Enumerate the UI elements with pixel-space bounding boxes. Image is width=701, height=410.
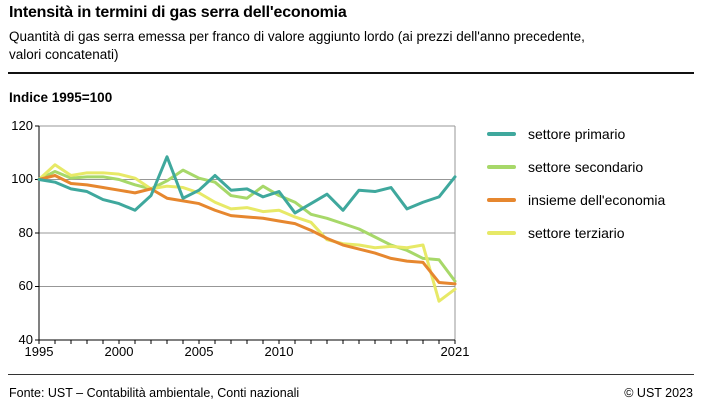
y-axis-label: 80 (18, 225, 33, 240)
footer-copyright: © UST 2023 (624, 386, 693, 400)
series-line-settore-secondario (37, 168, 457, 283)
legend-item-secondario: settore secondario (487, 150, 665, 183)
legend-color-swatch (487, 230, 516, 235)
page-title: Intensità in termini di gas serra dell'e… (9, 4, 347, 21)
x-axis-label: 2021 (440, 344, 470, 359)
footer-source: Fonte: UST – Contabilità ambientale, Con… (9, 386, 300, 400)
series-line-settore-primario (37, 155, 457, 215)
series-line-settore-terziario (37, 163, 457, 303)
x-axis-label: 2010 (264, 344, 294, 359)
legend-item-primario: settore primario (487, 117, 665, 150)
y-axis-label: 100 (11, 171, 33, 186)
bottom-divider (8, 374, 694, 375)
legend-color-swatch (487, 131, 516, 136)
page-subtitle: Quantità di gas serra emessa per franco … (9, 29, 585, 63)
chart-legend: settore primario settore secondario insi… (487, 117, 665, 249)
legend-label: settore secondario (528, 158, 644, 175)
axis-unit-label: Indice 1995=100 (9, 90, 113, 105)
y-axis-label: 120 (11, 118, 33, 133)
x-axis-label: 2005 (184, 344, 214, 359)
top-divider (8, 72, 694, 74)
y-axis-label: 40 (18, 332, 33, 347)
x-axis-label: 2000 (104, 344, 134, 359)
legend-label: insieme dell'economia (528, 191, 666, 208)
legend-label: settore terziario (528, 224, 625, 241)
legend-color-swatch (487, 197, 516, 202)
legend-color-swatch (487, 164, 516, 169)
legend-item-insieme: insieme dell'economia (487, 183, 665, 216)
legend-item-terziario: settore terziario (487, 216, 665, 249)
x-axis-label: 1995 (24, 344, 54, 359)
legend-label: settore primario (528, 125, 626, 142)
series-line-insieme-dell-economia (37, 173, 457, 286)
y-axis-label: 60 (18, 278, 33, 293)
